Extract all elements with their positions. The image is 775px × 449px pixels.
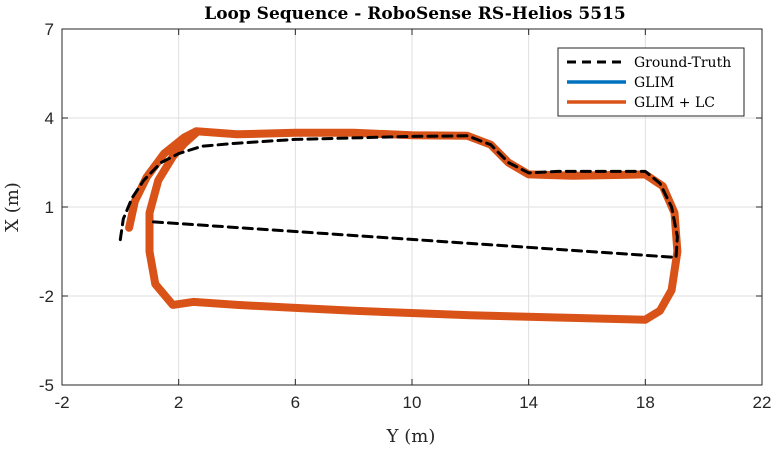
x-tick-label: 6 [291, 393, 300, 412]
legend-label: GLIM + LC [634, 95, 715, 111]
legend: Ground-Truth GLIM GLIM + LC [557, 47, 745, 117]
x-tick-label: 22 [753, 393, 772, 412]
legend-label: Ground-Truth [634, 55, 731, 71]
series-line-3 [125, 127, 682, 324]
x-tick-label: 10 [403, 393, 422, 412]
x-tick-label: -2 [54, 393, 69, 412]
y-tick-label: -2 [39, 287, 54, 306]
y-tick-label: 4 [45, 109, 54, 128]
x-axis-label: Y (m) [386, 426, 436, 447]
series-layer [118, 127, 682, 324]
y-tick-label: 7 [45, 20, 54, 39]
y-tick-label: -5 [39, 376, 54, 395]
x-tick-label: 14 [519, 393, 538, 412]
x-tick-label: 18 [636, 393, 655, 412]
legend-label: GLIM [634, 75, 674, 91]
y-tick-label: 1 [45, 198, 54, 217]
x-tick-label: 2 [174, 393, 183, 412]
y-axis-label: X (m) [2, 182, 23, 232]
series-line-1 [118, 134, 679, 259]
chart-title: Loop Sequence - RoboSense RS-Helios 5515 [204, 4, 625, 24]
series-line-2 [126, 128, 680, 323]
